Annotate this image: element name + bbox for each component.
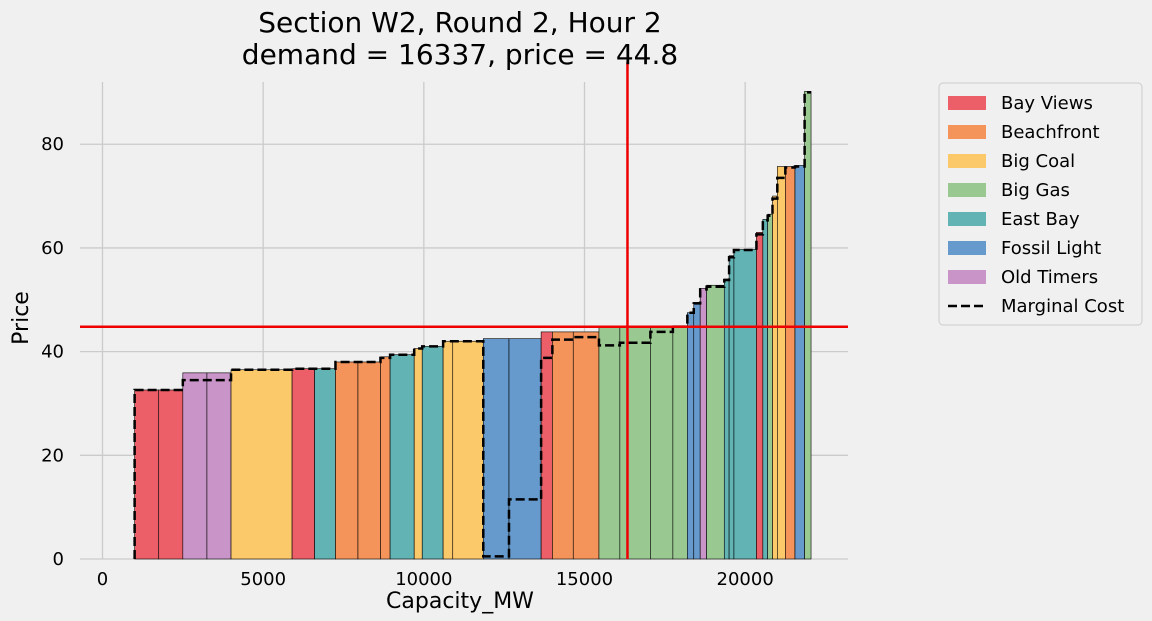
x-tick-label: 20000 — [717, 569, 774, 590]
legend-label: Bay Views — [1001, 93, 1093, 114]
bar-east-bay — [421, 346, 444, 560]
bar-big-coal — [777, 166, 786, 560]
bar-old-timers — [182, 372, 208, 560]
bar-big-coal — [413, 348, 423, 560]
legend: Bay Views Beachfront Big Coal Big Gas East B… — [938, 82, 1143, 326]
legend-swatch — [948, 125, 986, 139]
y-tick-label: 0 — [53, 549, 64, 570]
legend-swatch — [948, 183, 986, 197]
bar-beachfront — [572, 331, 600, 560]
bar-old-timers — [206, 372, 232, 560]
bar-beachfront — [357, 361, 381, 560]
legend-frame — [938, 82, 1143, 326]
bar-east-bay — [728, 255, 735, 560]
legend-swatch — [948, 270, 986, 284]
bar-fossil-light — [508, 338, 542, 560]
legend-swatch — [948, 154, 986, 168]
marginal-cost-line — [133, 91, 812, 559]
y-axis-label: Price — [9, 291, 34, 345]
bar-bay-views — [291, 368, 315, 560]
y-tick-label: 80 — [41, 134, 64, 155]
x-tick-label: 10000 — [395, 569, 452, 590]
bar-beachfront — [552, 331, 574, 560]
bar-east-bay — [389, 354, 415, 560]
legend-swatch — [948, 241, 986, 255]
bar-beachfront — [785, 166, 796, 560]
bar-east-bay — [723, 278, 730, 560]
x-tick-label: 15000 — [556, 569, 613, 590]
bar-big-gas — [619, 326, 651, 560]
legend-label: Big Coal — [1001, 151, 1075, 172]
bar-big-coal — [772, 195, 778, 560]
bar-beachfront — [380, 356, 391, 560]
y-tick-label: 60 — [41, 238, 64, 259]
bar-fossil-light — [482, 338, 510, 560]
bar-big-coal — [452, 340, 484, 560]
bar-east-bay — [314, 368, 336, 560]
bar-bay-views — [134, 389, 160, 560]
bar-beachfront — [335, 361, 359, 560]
bar-big-gas — [672, 325, 688, 560]
legend-label: Beachfront — [1001, 122, 1100, 143]
bar-fossil-light — [794, 165, 805, 560]
bar-big-gas — [598, 326, 621, 560]
x-axis-label: Capacity_MW — [386, 589, 534, 614]
bar-big-gas — [767, 213, 773, 560]
x-axis-ticks: 0 5000 10000 15000 20000 — [97, 569, 774, 590]
bar-old-timers — [699, 288, 707, 560]
bar-east-bay — [733, 249, 757, 560]
bar-big-coal — [230, 369, 293, 560]
legend-label: Old Timers — [1001, 267, 1098, 288]
bar-east-bay — [762, 219, 768, 560]
chart-subtitle: demand = 16337, price = 44.8 — [242, 38, 678, 71]
legend-label: Big Gas — [1001, 180, 1070, 201]
bar-bay-views — [158, 389, 184, 560]
bar-bay-views — [756, 232, 764, 560]
x-tick-label: 0 — [97, 569, 108, 590]
legend-label: Fossil Light — [1001, 238, 1101, 259]
y-tick-label: 40 — [41, 342, 64, 363]
bar-bay-views — [540, 331, 553, 560]
chart-title: Section W2, Round 2, Hour 2 — [258, 6, 662, 39]
x-tick-label: 5000 — [240, 569, 286, 590]
y-tick-label: 20 — [41, 445, 64, 466]
bar-fossil-light — [693, 302, 701, 560]
bar-fossil-light — [687, 312, 695, 560]
legend-label: East Bay — [1001, 209, 1080, 230]
legend-swatch — [948, 212, 986, 226]
y-axis-ticks: 0 20 40 60 80 — [41, 134, 64, 570]
legend-swatch — [948, 96, 986, 110]
supply-bars — [134, 91, 812, 560]
legend-label: Marginal Cost — [1001, 296, 1124, 317]
bar-big-gas — [650, 326, 674, 560]
bar-big-coal — [442, 340, 454, 560]
